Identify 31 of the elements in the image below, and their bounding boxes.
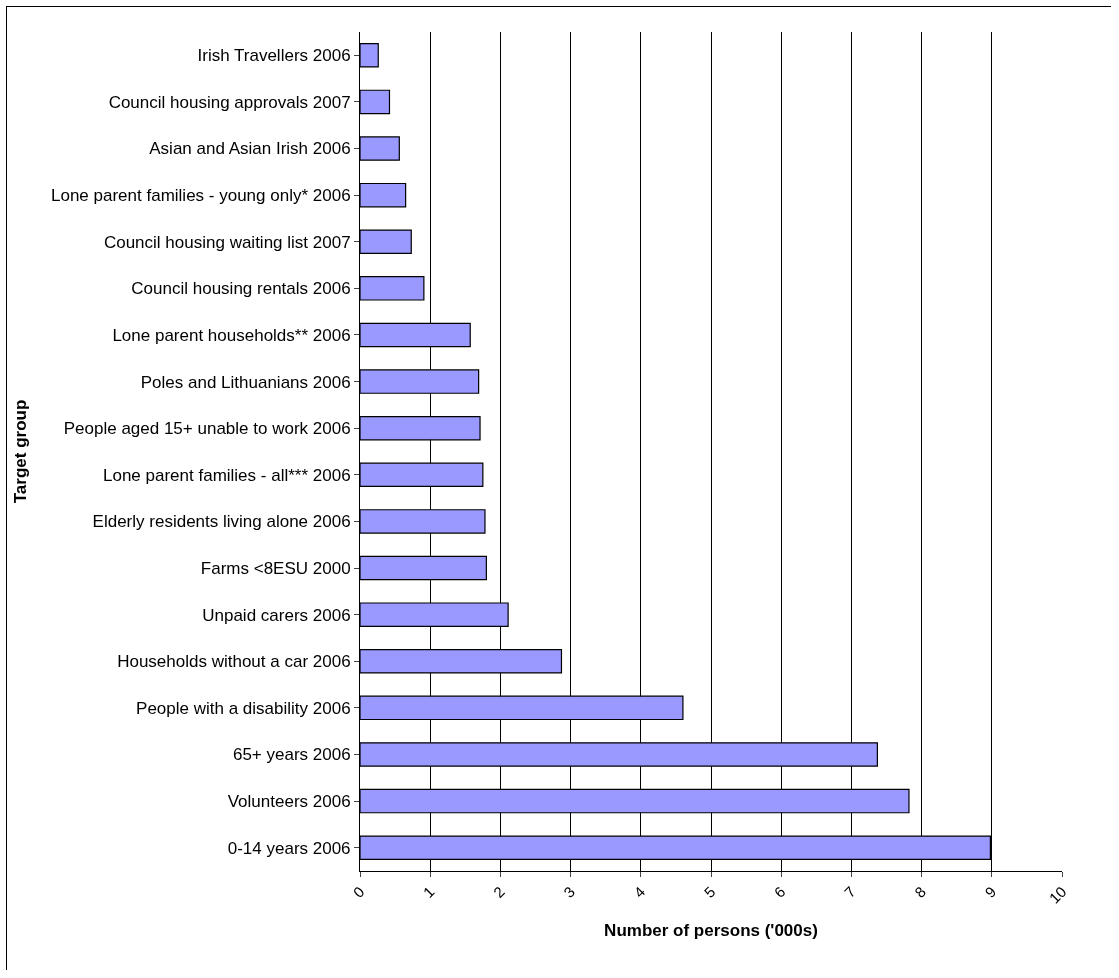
x-tick-label: 4 (630, 882, 649, 901)
y-tick-label: Council housing rentals 2006 (131, 279, 351, 299)
y-tick-label: Volunteers 2006 (227, 792, 351, 812)
y-tick-label: Unpaid carers 2006 (202, 605, 351, 625)
y-tick-label: Asian and Asian Irish 2006 (149, 139, 351, 159)
y-tick-label: Council housing approvals 2007 (108, 92, 351, 112)
x-tick-label: 2 (489, 882, 508, 901)
x-axis-title: Number of persons ('000s) (604, 921, 818, 941)
y-tick-label: Lone parent families - all*** 2006 (102, 465, 351, 485)
y-tick-label: Poles and Lithuanians 2006 (140, 372, 351, 392)
x-tick-label: 6 (770, 882, 789, 901)
y-tick-label: Elderly residents living alone 2006 (92, 512, 351, 532)
y-tick-label: Households without a car 2006 (117, 652, 351, 672)
y-tick-label: Lone parent families - young only* 2006 (51, 186, 351, 206)
x-tick-label: 0 (349, 882, 368, 901)
x-tick-label: 10 (1045, 882, 1070, 907)
x-tick-label: 8 (911, 882, 930, 901)
x-tick-label: 9 (981, 882, 1000, 901)
y-axis-title: Target group (10, 399, 30, 504)
y-tick-label: Farms <8ESU 2000 (200, 558, 351, 578)
y-tick-label: 65+ years 2006 (232, 745, 351, 765)
y-tick-label: Lone parent households** 2006 (112, 325, 351, 345)
y-tick-label: Council housing waiting list 2007 (103, 232, 351, 252)
x-tick-label: 3 (560, 882, 579, 901)
y-tick-label: People with a disability 2006 (136, 698, 351, 718)
x-tick-label: 5 (700, 882, 719, 901)
x-tick-label: 7 (840, 882, 859, 901)
y-tick-label: 0-14 years 2006 (227, 838, 351, 858)
y-tick-label: People aged 15+ unable to work 2006 (63, 419, 351, 439)
y-tick-label: Irish Travellers 2006 (197, 46, 351, 66)
x-tick-label: 1 (419, 882, 438, 901)
